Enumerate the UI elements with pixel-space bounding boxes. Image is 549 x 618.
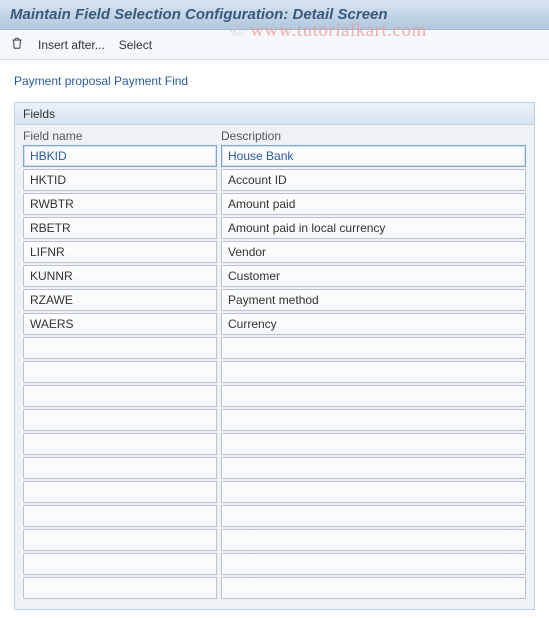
table-row[interactable]: HKTIDAccount ID (23, 169, 526, 191)
description-cell[interactable]: Customer (221, 265, 526, 287)
insert-after-label: Insert after... (38, 38, 105, 52)
field-name-cell[interactable] (23, 409, 217, 431)
field-name-cell[interactable]: KUNNR (23, 265, 217, 287)
context-text: Payment proposal Payment Find (0, 60, 549, 98)
table-row[interactable]: RWBTRAmount paid (23, 193, 526, 215)
description-cell[interactable]: Amount paid in local currency (221, 217, 526, 239)
table-row[interactable]: RZAWEPayment method (23, 289, 526, 311)
title-bar: Maintain Field Selection Configuration: … (0, 0, 549, 30)
trash-icon (10, 36, 24, 53)
table-row[interactable] (23, 433, 526, 455)
col-header-description: Description (221, 129, 526, 143)
field-name-cell[interactable]: RBETR (23, 217, 217, 239)
field-name-cell[interactable] (23, 361, 217, 383)
table-row[interactable] (23, 409, 526, 431)
description-cell[interactable] (221, 529, 526, 551)
table-row[interactable]: WAERSCurrency (23, 313, 526, 335)
table-row[interactable] (23, 505, 526, 527)
description-cell[interactable] (221, 505, 526, 527)
field-name-cell[interactable] (23, 481, 217, 503)
table-row[interactable] (23, 529, 526, 551)
field-name-cell[interactable] (23, 577, 217, 599)
description-cell[interactable]: Amount paid (221, 193, 526, 215)
description-cell[interactable]: Payment method (221, 289, 526, 311)
description-cell[interactable] (221, 337, 526, 359)
description-cell[interactable] (221, 553, 526, 575)
table-row[interactable]: KUNNRCustomer (23, 265, 526, 287)
description-cell[interactable] (221, 385, 526, 407)
page-title: Maintain Field Selection Configuration: … (10, 6, 388, 23)
description-cell[interactable] (221, 481, 526, 503)
insert-after-button[interactable]: Insert after... (38, 38, 105, 52)
table-row[interactable] (23, 481, 526, 503)
description-cell[interactable] (221, 457, 526, 479)
field-name-cell[interactable] (23, 385, 217, 407)
field-name-cell[interactable]: HKTID (23, 169, 217, 191)
field-name-cell[interactable]: RWBTR (23, 193, 217, 215)
col-header-field-name: Field name (23, 129, 217, 143)
description-cell[interactable] (221, 361, 526, 383)
table-row[interactable] (23, 361, 526, 383)
rows-container: HBKIDHouse BankHKTIDAccount IDRWBTRAmoun… (15, 145, 534, 609)
field-name-cell[interactable] (23, 433, 217, 455)
panel-header: Fields (15, 103, 534, 125)
description-cell[interactable]: Account ID (221, 169, 526, 191)
description-cell[interactable]: House Bank (221, 145, 526, 167)
table-row[interactable] (23, 577, 526, 599)
table-row[interactable] (23, 385, 526, 407)
description-cell[interactable] (221, 577, 526, 599)
field-name-cell[interactable]: HBKID (23, 145, 217, 167)
field-name-cell[interactable] (23, 553, 217, 575)
description-cell[interactable] (221, 433, 526, 455)
select-label: Select (119, 38, 152, 52)
description-cell[interactable] (221, 409, 526, 431)
table-row[interactable] (23, 337, 526, 359)
fields-panel: Fields Field name Description HBKIDHouse… (14, 102, 535, 610)
table-row[interactable]: RBETRAmount paid in local currency (23, 217, 526, 239)
table-row[interactable] (23, 457, 526, 479)
table-row[interactable]: HBKIDHouse Bank (23, 145, 526, 167)
column-headers: Field name Description (15, 125, 534, 145)
field-name-cell[interactable] (23, 337, 217, 359)
table-row[interactable]: LIFNRVendor (23, 241, 526, 263)
delete-button[interactable] (10, 36, 24, 53)
field-name-cell[interactable] (23, 457, 217, 479)
panel-title: Fields (23, 107, 55, 121)
description-cell[interactable]: Currency (221, 313, 526, 335)
select-button[interactable]: Select (119, 38, 152, 52)
field-name-cell[interactable] (23, 529, 217, 551)
field-name-cell[interactable] (23, 505, 217, 527)
table-row[interactable] (23, 553, 526, 575)
field-name-cell[interactable]: LIFNR (23, 241, 217, 263)
field-name-cell[interactable]: WAERS (23, 313, 217, 335)
field-name-cell[interactable]: RZAWE (23, 289, 217, 311)
toolbar: Insert after... Select (0, 30, 549, 60)
description-cell[interactable]: Vendor (221, 241, 526, 263)
